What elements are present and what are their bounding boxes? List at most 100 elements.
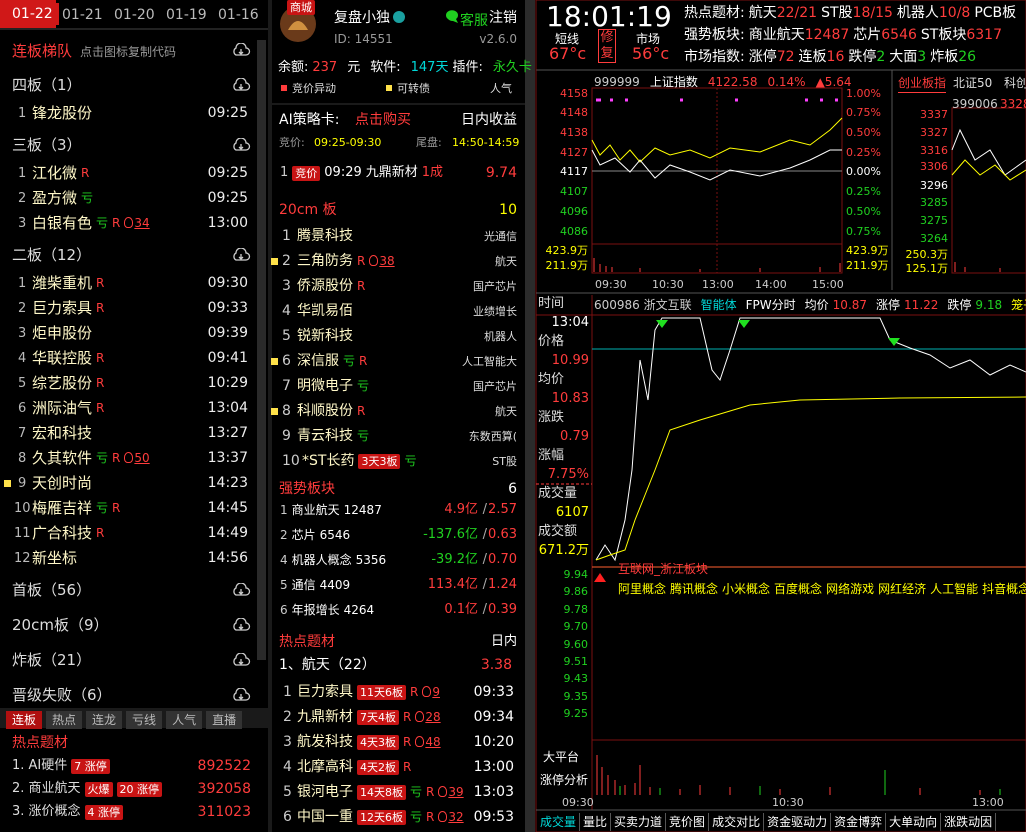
stock-row: 腾景科技 xyxy=(297,227,353,245)
logout[interactable]: 注销 xyxy=(489,10,517,26)
group-header[interactable]: 炸板（21） xyxy=(12,651,92,669)
button[interactable]: 涨停分析 xyxy=(540,773,589,787)
row-no: 3 xyxy=(18,216,27,231)
row-no: 9 xyxy=(282,428,291,444)
tab[interactable]: 大单动向 xyxy=(886,813,942,831)
y-tick-label: 4086 xyxy=(560,225,588,238)
stock-row: *ST长药 3天3板亏 xyxy=(302,452,416,470)
copy-icon[interactable] xyxy=(231,78,251,92)
y-tick-label: 9.78 xyxy=(563,602,589,616)
tab[interactable]: 成交对比 xyxy=(709,813,765,831)
field-value: 671.2万 xyxy=(538,543,589,558)
group-header[interactable]: 20cm板（9） xyxy=(12,616,109,634)
row-marker xyxy=(271,358,278,365)
copy-icon[interactable] xyxy=(231,618,251,632)
y-tick-label: 0.50% xyxy=(846,205,881,218)
tab[interactable]: 买卖力道 xyxy=(611,813,667,831)
annotation: 互联网_浙江板块 xyxy=(618,562,709,576)
info-label: 市场指数: xyxy=(684,49,745,65)
hot-row: 3. 涨价概念 4 涨停 xyxy=(12,803,124,821)
vol-tick-label: 211.9万 xyxy=(545,259,589,272)
date-tab[interactable]: 01-22 xyxy=(6,3,59,25)
tab[interactable]: 涨跌动因 xyxy=(941,813,997,831)
copy-icon[interactable] xyxy=(231,583,251,597)
date-tab[interactable]: 01-19 xyxy=(166,7,207,23)
tab[interactable]: 人气 xyxy=(166,711,203,729)
stock-name: 新坐标 xyxy=(32,549,78,567)
tag: R xyxy=(426,810,435,824)
heat-count: 50 xyxy=(124,449,149,467)
separator: / xyxy=(482,602,487,617)
y-tick-label: 4158 xyxy=(560,87,588,100)
tab[interactable]: 量比 xyxy=(580,813,612,831)
copy-icon[interactable] xyxy=(231,653,251,667)
y-tick-label: 4117 xyxy=(560,165,588,178)
stock-name: 江化微 xyxy=(32,164,78,182)
tab[interactable]: 成交量 xyxy=(537,813,581,831)
info-name: 跌停 xyxy=(848,49,877,65)
stock-name: 三角防务 xyxy=(297,253,353,269)
time: 09:30 xyxy=(207,275,248,291)
tag: R xyxy=(112,501,121,515)
copy-icon[interactable] xyxy=(231,688,251,702)
info-value: 18/15 xyxy=(852,5,893,21)
stock-row: 巨力索具 11天6板 R 9 xyxy=(297,683,440,701)
copy-icon[interactable] xyxy=(231,43,251,57)
tab[interactable]: 资金驱动力 xyxy=(764,813,832,831)
group-header[interactable]: 首板（56） xyxy=(12,581,92,599)
tab[interactable]: 热点 xyxy=(46,711,83,729)
toggle[interactable]: 可转债 xyxy=(397,82,430,95)
tab[interactable]: 连龙 xyxy=(86,711,123,729)
count: 6 xyxy=(508,481,517,497)
y-tick-label: 9.25 xyxy=(563,707,589,721)
date-tab[interactable]: 01-20 xyxy=(114,7,155,23)
tag: 11天6板 xyxy=(357,684,406,700)
info-value: 22/21 xyxy=(776,5,818,21)
toggle[interactable]: 人气 xyxy=(490,82,512,95)
section-title: 连板梯队 xyxy=(12,42,73,60)
copy-icon[interactable] xyxy=(231,248,251,262)
header-item: 9.18 xyxy=(975,298,1003,312)
date-tab[interactable]: 01-16 xyxy=(218,7,259,23)
group-header[interactable]: 晋级失败（6） xyxy=(12,686,112,704)
tab[interactable]: 资金博弈 xyxy=(831,813,887,831)
copy-icon[interactable] xyxy=(231,138,251,152)
time: 09:53 xyxy=(473,809,514,825)
tab[interactable]: 直播 xyxy=(206,711,243,729)
sector-count: 5356 xyxy=(355,553,387,567)
ai-buy[interactable]: 点击购买 xyxy=(355,112,411,128)
tag: 亏 xyxy=(96,451,109,465)
index-tab[interactable]: 科创 xyxy=(1004,76,1026,90)
toggle[interactable]: 竞价异动 xyxy=(292,82,336,95)
row-no: 10 xyxy=(282,453,300,469)
index-tab[interactable]: 创业板指 xyxy=(898,74,947,93)
hot-label: 2. 商业航天 xyxy=(12,781,81,796)
service[interactable]: 客服 xyxy=(460,13,488,29)
stock-row: 白银有色亏 R 34 xyxy=(32,214,150,232)
stock-row: 宏和科技 xyxy=(32,424,92,442)
info-name: 航天 xyxy=(748,5,777,21)
avatar-art xyxy=(288,21,308,30)
date-tab[interactable]: 01-21 xyxy=(62,7,103,23)
vol-tick-label: 125.1万 xyxy=(905,262,949,275)
stock-name: 航发科技 xyxy=(297,734,353,750)
time: 14:23 xyxy=(207,475,248,491)
row-no: 5 xyxy=(282,328,291,344)
button[interactable]: 大平台 xyxy=(543,750,580,764)
header-item: 涨停 xyxy=(876,298,901,312)
index-tab[interactable]: 北证50 xyxy=(953,76,993,90)
x-tick-label: 15:00 xyxy=(812,278,844,291)
info-value: 3 xyxy=(917,49,927,65)
y-tick-label: 4148 xyxy=(560,106,588,119)
y-tick-label: 0.25% xyxy=(846,185,881,198)
sector-row: 1 商业航天 12487 xyxy=(280,501,382,519)
stock-name: 巨力索具 xyxy=(32,299,93,317)
concept: 网红经济 xyxy=(878,582,927,596)
stock-name: 侨源股份 xyxy=(297,278,353,294)
tab[interactable]: 连板 xyxy=(6,711,43,729)
hot-value: 392058 xyxy=(197,781,251,797)
tab[interactable]: 竞价图 xyxy=(666,813,710,831)
volume-bars xyxy=(593,258,1001,272)
tab[interactable]: 亏线 xyxy=(126,711,163,729)
y-tick-label: 3327 xyxy=(920,126,948,139)
